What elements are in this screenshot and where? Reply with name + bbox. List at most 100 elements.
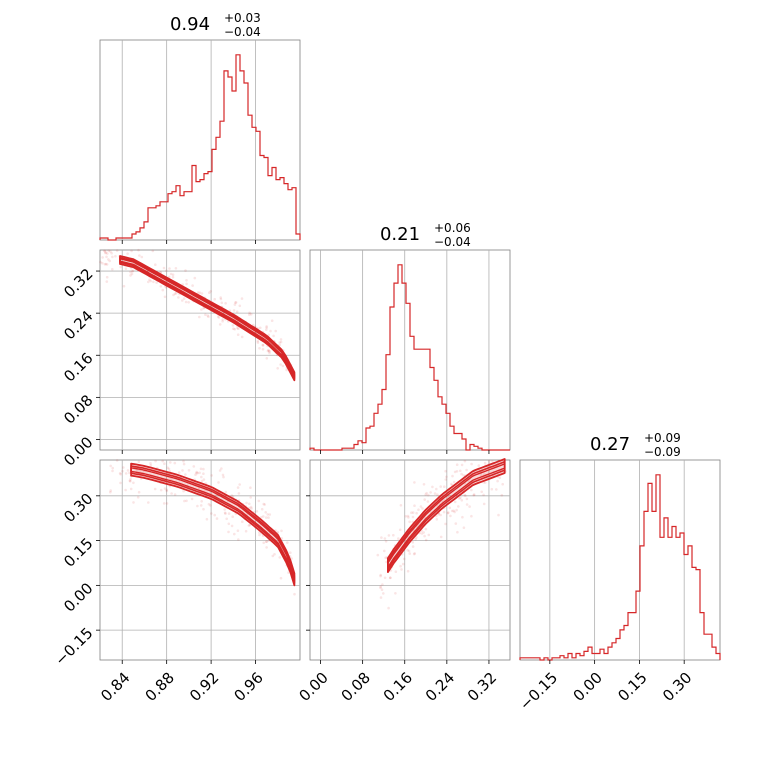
hist-p3-bin-46 [704, 634, 708, 660]
hist-p3-step-line [519, 474, 721, 661]
scatter-p1-p2-sample-point-88 [105, 255, 108, 259]
scatter-p1-p3-sample-point-129 [163, 462, 166, 466]
scatter-p1-p3-sample-point-208 [119, 481, 122, 485]
scatter-p1-p3-sample-point-89 [215, 517, 219, 520]
scatter-p1-p3-sample-point-76 [237, 492, 241, 495]
scatter-p1-p2-sample-point-36 [184, 300, 188, 304]
scatter-p1-p2-sample-point-216 [129, 270, 132, 274]
scatter-p1-p3-sample-point-165 [195, 470, 198, 474]
scatter-p2-p3-sample-point-73 [387, 534, 391, 537]
scatter-p1-p3-sample-point-136 [248, 502, 251, 506]
scatter-p1-p3-sample-point-258 [230, 524, 234, 528]
scatter-p1-p3-sample-point-161 [177, 471, 181, 474]
scatter-p1-p3-sample-point-171 [224, 512, 227, 515]
scatter-p1-p3-sample-point-135 [200, 475, 203, 479]
scatter-p2-p3-sample-point-186 [384, 556, 387, 560]
scatter-p2-p3-sample-point-193 [384, 540, 388, 543]
scatter-p1-p3-sample-point-256 [224, 490, 228, 494]
hist-p1-bin-13 [152, 208, 156, 240]
scatter-p1-p3-sample-point-90 [185, 499, 188, 503]
scatter-p2-p3-sample-point-45 [408, 552, 412, 555]
scatter-p2-p3-sample-point-220 [376, 553, 380, 557]
scatter-p1-p2-sample-point-82 [111, 267, 114, 271]
scatter-p2-p3-sample-point-99 [423, 498, 427, 501]
scatter-p1-p3-sample-point-207 [271, 554, 275, 558]
scatter-p2-p3-sample-point-167 [480, 490, 484, 494]
hist-p1-bin-20 [180, 196, 184, 240]
scatter-p2-p3-sample-point-194 [465, 497, 469, 501]
scatter-p2-p3-sample-point-12 [477, 464, 481, 467]
scatter-p1-p3-sample-point-257 [199, 504, 203, 507]
scatter-p1-p2-sample-point-40 [259, 326, 262, 330]
scatter-p1-p2-sample-point-145 [269, 329, 272, 333]
hist-p1-title-sub: −0.04 [224, 25, 261, 39]
scatter-p1-p3-sample-point-88 [265, 540, 268, 543]
scatter-p2-p3-sample-point-81 [482, 502, 486, 506]
hist-p3-xtick-label-1: 0.00 [570, 669, 606, 705]
scatter-p1-p3-sample-point-132 [194, 473, 197, 477]
scatter-p1-p2-sample-point-6 [171, 275, 175, 279]
scatter-p1-p2-sample-point-31 [177, 296, 180, 299]
hist-p1-bin-16 [164, 202, 168, 240]
hist-p2-title-sub: −0.04 [434, 235, 471, 249]
scatter-p1-p3-sample-point-87 [192, 465, 196, 468]
scatter-p2-p3-sample-point-95 [483, 461, 487, 465]
hist-p1-bin-38 [252, 127, 256, 240]
scatter-p2-p3-sample-point-115 [411, 511, 415, 514]
panel-scatter-p1-p2: 0.00 0.08 0.16 0.24 0.32 [60, 248, 301, 470]
scatter-p1-p2-sample-point-239 [261, 348, 265, 351]
scatter-p2-p3-sample-point-70 [419, 505, 423, 508]
scatter-p2-p3-sample-point-166 [495, 488, 498, 491]
scatter-p2-p3-sample-point-252 [431, 485, 434, 489]
scatter-p1-p3-sample-point-253 [213, 513, 216, 517]
scatter-p1-p3-ytick-label-0: −0.15 [51, 624, 96, 669]
scatter-p2-p3-sample-point-249 [439, 513, 442, 517]
scatter-p2-p3-sample-point-19 [414, 538, 417, 541]
scatter-p1-p3-sample-point-229 [173, 493, 177, 496]
scatter-p2-p3-sample-point-113 [453, 500, 457, 504]
scatter-p1-p3-contour-2 [130, 467, 296, 582]
scatter-p1-p3-sample-point-64 [227, 522, 231, 526]
scatter-p1-p2-sample-point-2 [232, 327, 235, 331]
scatter-p2-p3-sample-point-54 [498, 476, 502, 480]
scatter-p2-p3-sample-point-35 [444, 478, 448, 481]
scatter-p1-p2-contour-2 [119, 258, 296, 379]
scatter-p2-p3-sample-point-195 [482, 493, 485, 497]
hist-p3-bin-18 [592, 654, 596, 660]
scatter-p1-p3-xtick-label-0: 0.84 [97, 669, 133, 705]
hist-p2-bin-15 [370, 426, 374, 450]
hist-p1-bin-44 [276, 180, 280, 240]
scatter-p1-p2-sample-point-138 [184, 269, 187, 272]
scatter-p1-p3-sample-point-15 [265, 546, 268, 549]
scatter-p1-p2-sample-point-44 [138, 254, 141, 257]
scatter-p1-p2-sample-point-124 [104, 262, 108, 266]
scatter-p1-p3-sample-point-2 [293, 592, 296, 596]
scatter-p1-p2-sample-point-201 [172, 293, 175, 297]
scatter-p1-p2-sample-point-223 [104, 251, 108, 254]
hist-p3-frame [519, 459, 721, 661]
hist-p1-bin-24 [196, 182, 200, 240]
scatter-p1-p3-sample-point-101 [202, 467, 205, 471]
hist-p1-bin-30 [220, 121, 224, 240]
scatter-p1-p3-xtick-label-1: 0.88 [142, 669, 178, 705]
scatter-p1-p2-sample-point-226 [104, 251, 107, 255]
hist-p3-bin-37 [668, 537, 672, 660]
scatter-p1-p3-sample-point-172 [268, 513, 272, 516]
hist-p1-bin-25 [200, 180, 204, 240]
scatter-p2-p3-sample-point-107 [444, 522, 447, 526]
scatter-p1-p3-sample-point-26 [128, 479, 132, 483]
scatter-p1-p2-contour-1 [119, 256, 296, 380]
scatter-p2-p3-sample-point-217 [452, 480, 456, 484]
scatter-p2-p3-sample-point-190 [459, 496, 462, 500]
scatter-p1-p3-sample-point-236 [233, 532, 236, 536]
scatter-p2-p3-sample-point-148 [439, 535, 443, 539]
scatter-p2-p3-sample-point-8 [465, 468, 468, 472]
scatter-p1-p2-sample-point-233 [107, 258, 110, 261]
scatter-p1-p2-sample-point-191 [168, 267, 171, 270]
scatter-p1-p3-sample-point-51 [199, 467, 203, 471]
scatter-p1-p2-ytick-label-4: 0.32 [60, 265, 96, 301]
scatter-p1-p3-sample-point-94 [190, 497, 194, 501]
hist-p1-bin-33 [232, 91, 236, 240]
scatter-p1-p2-sample-point-182 [105, 263, 109, 266]
scatter-p2-p3-sample-point-239 [420, 532, 424, 535]
